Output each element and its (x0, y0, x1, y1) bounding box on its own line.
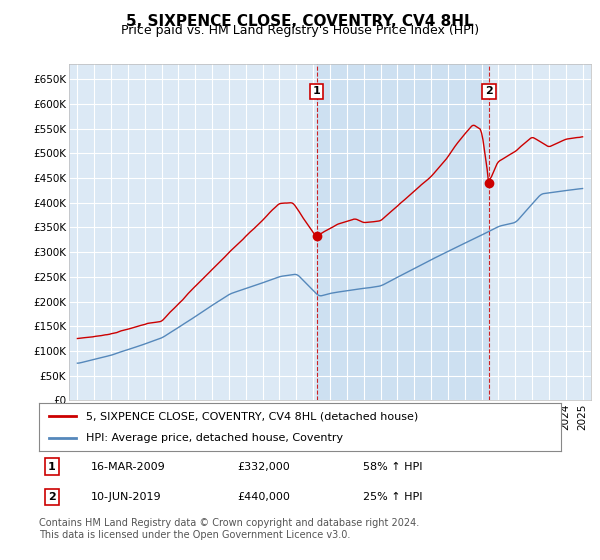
Text: Price paid vs. HM Land Registry's House Price Index (HPI): Price paid vs. HM Land Registry's House … (121, 24, 479, 37)
Bar (317, 64, 489, 400)
Text: 1: 1 (48, 461, 56, 472)
Text: 10-JUN-2019: 10-JUN-2019 (91, 492, 162, 502)
Text: 16-MAR-2009: 16-MAR-2009 (91, 461, 166, 472)
Text: 25% ↑ HPI: 25% ↑ HPI (362, 492, 422, 502)
Text: 2: 2 (48, 492, 56, 502)
Text: Contains HM Land Registry data © Crown copyright and database right 2024.
This d: Contains HM Land Registry data © Crown c… (39, 518, 419, 540)
Text: 5, SIXPENCE CLOSE, COVENTRY, CV4 8HL: 5, SIXPENCE CLOSE, COVENTRY, CV4 8HL (126, 14, 474, 29)
Text: £440,000: £440,000 (238, 492, 290, 502)
Text: 5, SIXPENCE CLOSE, COVENTRY, CV4 8HL (detached house): 5, SIXPENCE CLOSE, COVENTRY, CV4 8HL (de… (86, 411, 418, 421)
Text: 1: 1 (313, 86, 320, 96)
Text: 2: 2 (485, 86, 493, 96)
Text: HPI: Average price, detached house, Coventry: HPI: Average price, detached house, Cove… (86, 433, 343, 443)
Text: £332,000: £332,000 (238, 461, 290, 472)
Text: 58% ↑ HPI: 58% ↑ HPI (362, 461, 422, 472)
